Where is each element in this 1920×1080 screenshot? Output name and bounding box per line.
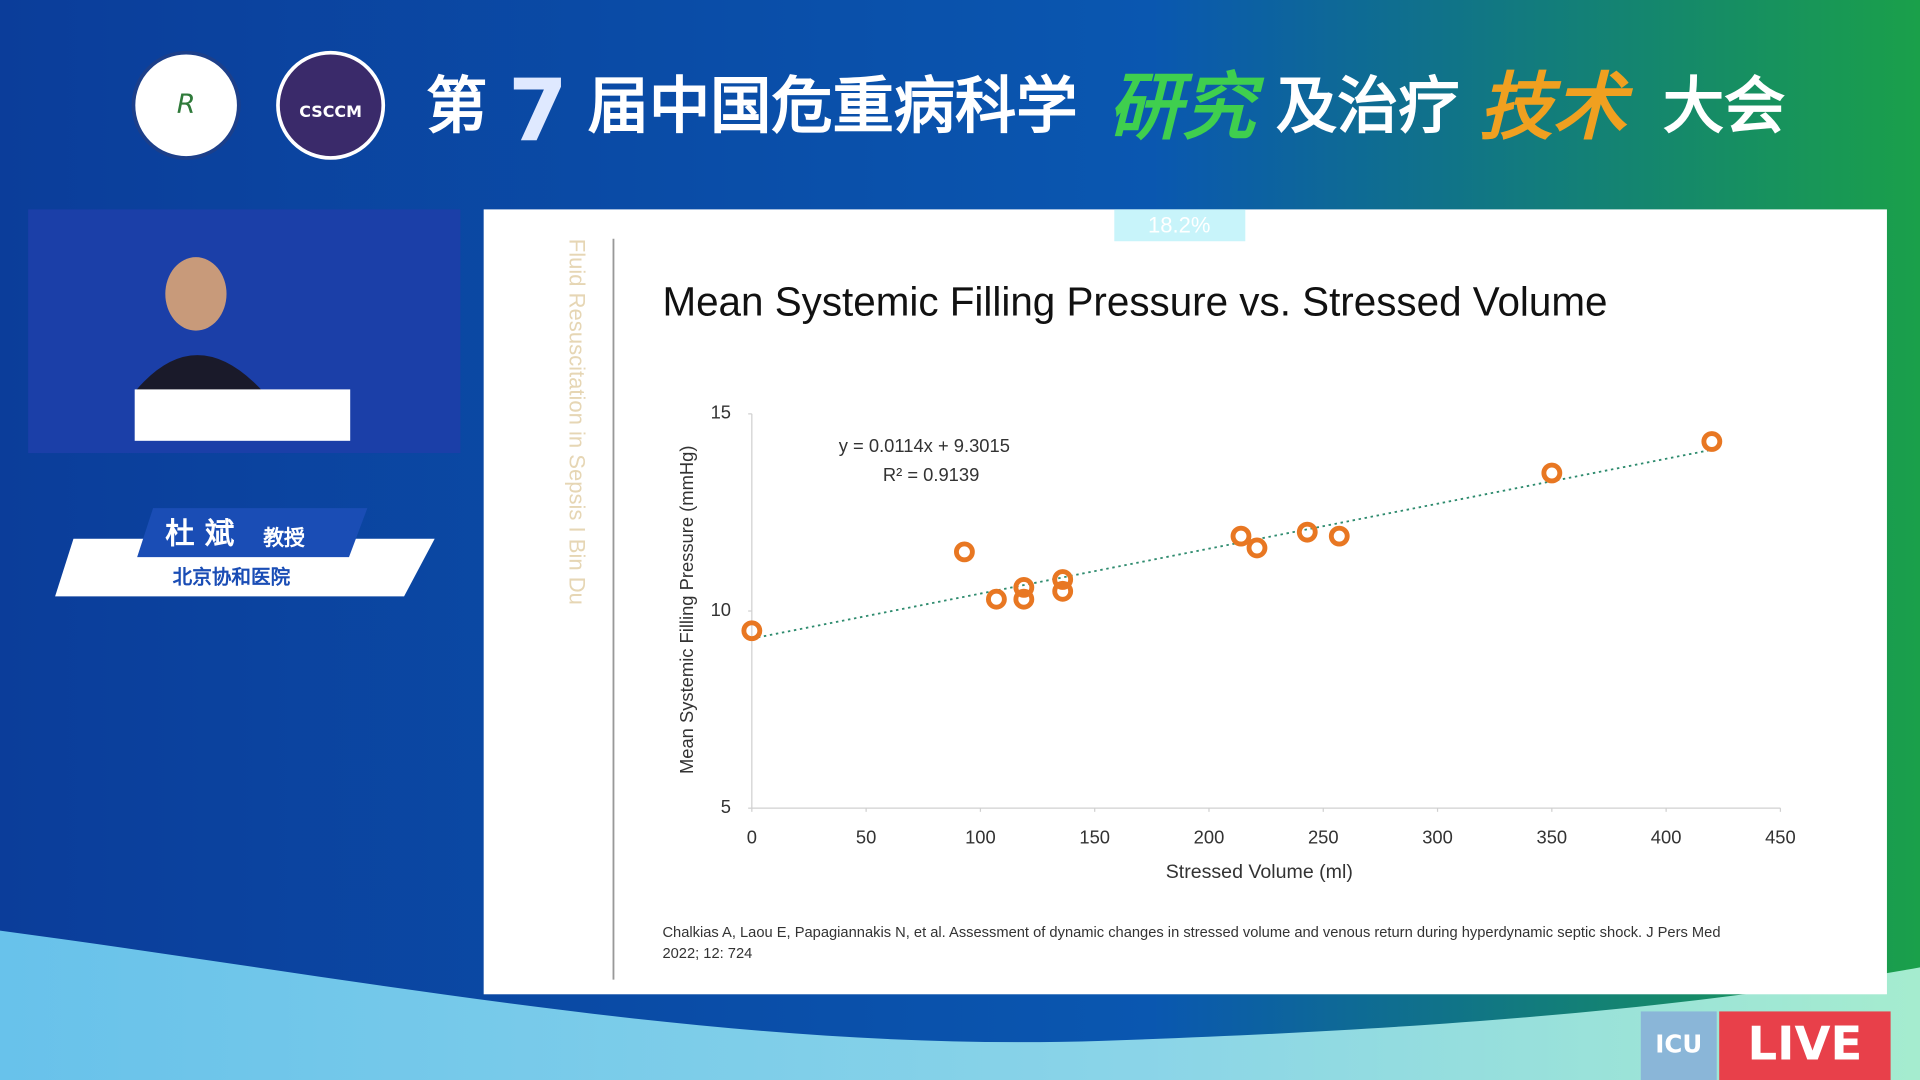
speaker-name: 杜 斌 xyxy=(165,517,235,551)
x-tick-label: 150 xyxy=(1079,827,1110,848)
badge-text: 18.2% xyxy=(1148,212,1210,237)
y-axis-label: Mean Systemic Filling Pressure (mmHg) xyxy=(676,446,697,775)
x-tick-label: 200 xyxy=(1194,827,1225,848)
x-tick-label: 350 xyxy=(1537,827,1568,848)
annotation: R² = 0.9139 xyxy=(883,464,979,485)
x-tick-label: 450 xyxy=(1765,827,1796,848)
icu-text: ICU xyxy=(1655,1030,1702,1059)
x-tick-label: 100 xyxy=(965,827,996,848)
data-point xyxy=(741,620,763,642)
logo-right-text: CSCCM xyxy=(299,102,362,121)
annotation: y = 0.0114x + 9.3015 xyxy=(839,435,1010,456)
citation: Chalkias A, Laou E, Papagiannakis N, et … xyxy=(662,925,1720,941)
banner-title: 研究 xyxy=(1108,66,1264,151)
logo-left-mark: R xyxy=(177,89,196,120)
slide xyxy=(483,209,1887,995)
icu-badge xyxy=(1640,1011,1717,1080)
name-plate-top xyxy=(137,508,368,558)
x-tick-label: 250 xyxy=(1308,827,1339,848)
x-tick-label: 300 xyxy=(1422,827,1453,848)
data-point xyxy=(1013,576,1035,598)
banner-title: 技术 xyxy=(1479,66,1633,151)
citation: 2022; 12: 724 xyxy=(662,946,752,962)
speaker-title: 教授 xyxy=(262,526,305,550)
data-point xyxy=(1701,431,1723,452)
data-point xyxy=(953,541,975,563)
podium xyxy=(134,389,351,441)
x-tick-label: 50 xyxy=(856,827,876,848)
data-point xyxy=(1246,537,1268,559)
y-tick-label: 10 xyxy=(711,599,731,620)
y-tick-label: 15 xyxy=(711,402,731,423)
chart-title: Mean Systemic Filling Pressure vs. Stres… xyxy=(662,279,1607,325)
data-point xyxy=(1296,521,1318,543)
banner-title: 届中国危重病科学 xyxy=(588,71,1078,142)
data-point xyxy=(986,588,1007,610)
x-tick-label: 400 xyxy=(1651,827,1682,848)
banner-title: 7 xyxy=(508,61,568,161)
speaker-figure xyxy=(134,355,264,392)
banner-title: 第 xyxy=(426,71,487,142)
badge xyxy=(1114,209,1246,242)
logo-right xyxy=(276,50,386,160)
y-tick-label: 5 xyxy=(721,796,731,817)
side-title: Fluid Resuscitation in Sepsis I Bin Du xyxy=(565,239,590,605)
live-text: LIVE xyxy=(1748,1016,1863,1070)
x-tick-label: 0 xyxy=(747,827,757,848)
live-badge xyxy=(1719,1011,1891,1080)
x-axis-label: Stressed Volume (ml) xyxy=(1166,861,1353,883)
speaker-affiliation: 北京协和医院 xyxy=(173,565,291,588)
data-point xyxy=(1230,525,1252,547)
data-point xyxy=(1052,569,1074,590)
banner-title: 大会 xyxy=(1663,71,1785,142)
data-point xyxy=(1541,462,1563,484)
speaker-figure xyxy=(165,257,227,331)
data-point xyxy=(1052,580,1074,602)
data-point xyxy=(1013,588,1035,610)
banner-title: 及治疗 xyxy=(1276,71,1460,142)
logo-left xyxy=(131,50,241,160)
bottom-wave xyxy=(0,930,1920,1080)
data-point xyxy=(1328,525,1350,547)
